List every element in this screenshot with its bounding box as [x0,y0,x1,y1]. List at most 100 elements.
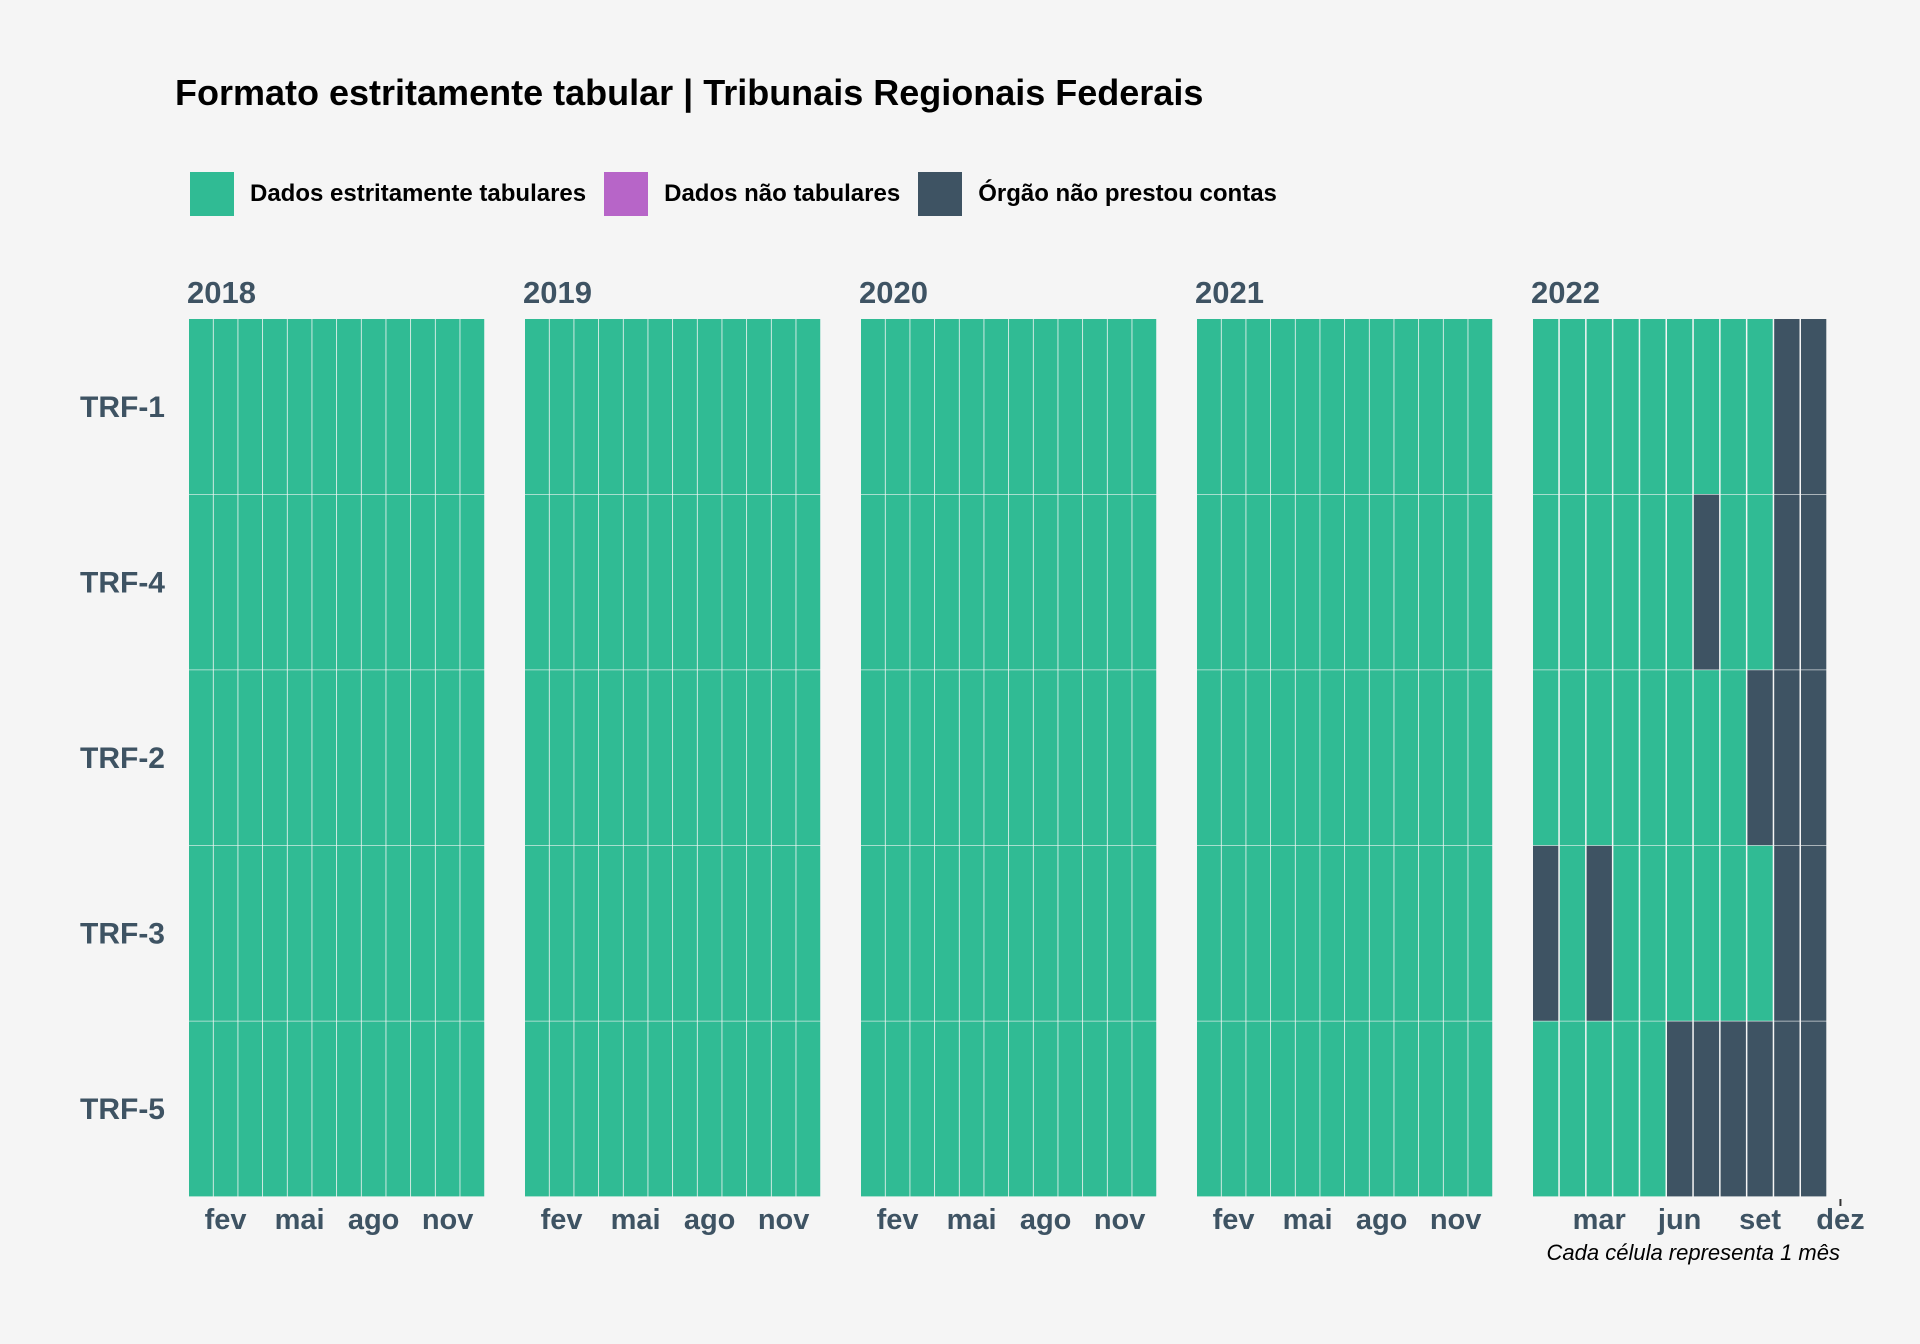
cell-trf-1-2021-5 [1295,319,1320,494]
cell-trf-1-2021-11 [1443,319,1468,494]
cell-trf-5-2021-11 [1443,1021,1468,1197]
cell-trf-3-2020-4 [935,845,959,1021]
cell-trf-1-2019-10 [747,319,771,494]
cell-trf-3-2021-1 [1197,845,1221,1021]
cell-trf-4-2020-4 [935,494,959,670]
panel-2018: 2018 fev mai ago nov [187,275,485,1236]
cell-trf-5-2021-1 [1197,1021,1221,1197]
cell-trf-1-2019-4 [599,319,623,494]
cell-trf-2-2018-6 [312,670,337,846]
cell-trf-3-2018-6 [312,845,337,1021]
cell-trf-4-2019-10 [747,494,771,670]
cell-trf-1-2022-4 [1613,319,1639,494]
cell-trf-2-2018-4 [263,670,287,846]
cell-trf-2-2022-10 [1774,670,1800,846]
cell-trf-4-2018-8 [361,494,386,670]
cell-trf-1-2018-4 [263,319,287,494]
cell-trf-2-2019-10 [747,670,771,846]
cell-trf-3-2022-1 [1533,845,1559,1021]
cell-trf-3-2021-9 [1394,845,1419,1021]
cell-trf-5-2022-1 [1533,1021,1559,1197]
cell-trf-2-2018-8 [361,670,386,846]
cell-trf-3-2019-4 [599,845,623,1021]
chart-caption: Cada célula representa 1 mês [1547,1240,1841,1265]
cell-trf-4-2022-8 [1720,494,1746,670]
cell-trf-3-2020-5 [959,845,984,1021]
cell-trf-4-2019-8 [697,494,722,670]
cell-trf-4-2019-2 [549,494,574,670]
cell-trf-3-2019-8 [697,845,722,1021]
cell-trf-4-2022-4 [1613,494,1639,670]
cell-trf-5-2021-6 [1320,1021,1345,1197]
cell-trf-3-2020-2 [885,845,910,1021]
cell-trf-5-2021-8 [1369,1021,1394,1197]
cell-trf-2-2020-11 [1107,670,1132,846]
tick-label-2022-jun: jun [1657,1204,1702,1236]
cell-trf-1-2022-3 [1586,319,1612,494]
cell-trf-5-2022-6 [1667,1021,1693,1197]
cell-trf-5-2019-7 [673,1021,697,1197]
cell-trf-2-2021-1 [1197,670,1221,846]
cell-trf-2-2020-1 [861,670,885,846]
cell-trf-3-2021-8 [1369,845,1394,1021]
cell-trf-5-2021-5 [1295,1021,1320,1197]
cell-trf-2-2022-5 [1640,670,1666,846]
legend-swatch-non-tabular [604,172,649,216]
cell-trf-2-2018-5 [287,670,312,846]
tick-label-2020-mai: mai [947,1204,997,1236]
cell-trf-1-2019-2 [549,319,574,494]
cell-trf-5-2021-4 [1271,1021,1295,1197]
cell-trf-5-2019-2 [549,1021,574,1197]
cell-trf-5-2020-2 [885,1021,910,1197]
cell-trf-1-2018-8 [361,319,386,494]
cell-trf-2-2021-4 [1271,670,1295,846]
cell-trf-4-2019-11 [771,494,796,670]
cell-trf-1-2019-8 [697,319,722,494]
cell-trf-4-2020-10 [1083,494,1107,670]
tick-label-2022-dez: dez [1816,1204,1864,1236]
cell-trf-1-2022-10 [1774,319,1800,494]
panel-2022: 2022 mar jun set dez [1531,275,1865,1236]
cell-trf-4-2021-8 [1369,494,1394,670]
cell-trf-2-2021-12 [1468,670,1493,846]
cell-trf-3-2021-3 [1246,845,1271,1021]
cell-trf-2-2020-7 [1009,670,1033,846]
cell-trf-3-2019-3 [574,845,599,1021]
cell-trf-1-2020-6 [984,319,1009,494]
cell-trf-2-2020-6 [984,670,1009,846]
tick-label-2022-mar: mar [1573,1204,1626,1236]
cell-trf-3-2019-1 [525,845,549,1021]
cell-trf-4-2021-9 [1394,494,1419,670]
tick-label-2018-mai: mai [275,1204,325,1236]
cell-trf-1-2022-1 [1533,319,1559,494]
tick-label-2021-mai: mai [1283,1204,1333,1236]
cell-trf-5-2019-12 [796,1021,821,1197]
legend-item-non-tabular: Dados não tabulares [604,172,900,216]
cell-trf-2-2021-11 [1443,670,1468,846]
cell-trf-4-2018-5 [287,494,312,670]
cell-trf-5-2021-7 [1345,1021,1369,1197]
cell-trf-5-2018-2 [213,1021,238,1197]
cell-trf-1-2021-3 [1246,319,1271,494]
cell-trf-2-2019-2 [549,670,574,846]
cell-trf-2-2021-3 [1246,670,1271,846]
cell-trf-2-2021-7 [1345,670,1369,846]
cell-trf-1-2021-7 [1345,319,1369,494]
tick-label-2020-nov: nov [1094,1204,1146,1236]
cell-trf-4-2022-9 [1747,494,1773,670]
cell-trf-4-2022-1 [1533,494,1559,670]
cell-trf-2-2019-11 [771,670,796,846]
cell-trf-4-2020-6 [984,494,1009,670]
cell-trf-3-2020-11 [1107,845,1132,1021]
cell-trf-3-2019-12 [796,845,821,1021]
row-label-trf-3: TRF-3 [80,918,165,951]
cell-trf-5-2022-9 [1747,1021,1773,1197]
cell-trf-3-2019-6 [648,845,673,1021]
cell-trf-2-2020-4 [935,670,959,846]
cell-trf-5-2022-7 [1693,1021,1720,1197]
panel-label-2019: 2019 [523,275,592,310]
legend-swatch-tabular [190,172,234,216]
cell-trf-3-2019-11 [771,845,796,1021]
cell-trf-1-2021-2 [1221,319,1246,494]
